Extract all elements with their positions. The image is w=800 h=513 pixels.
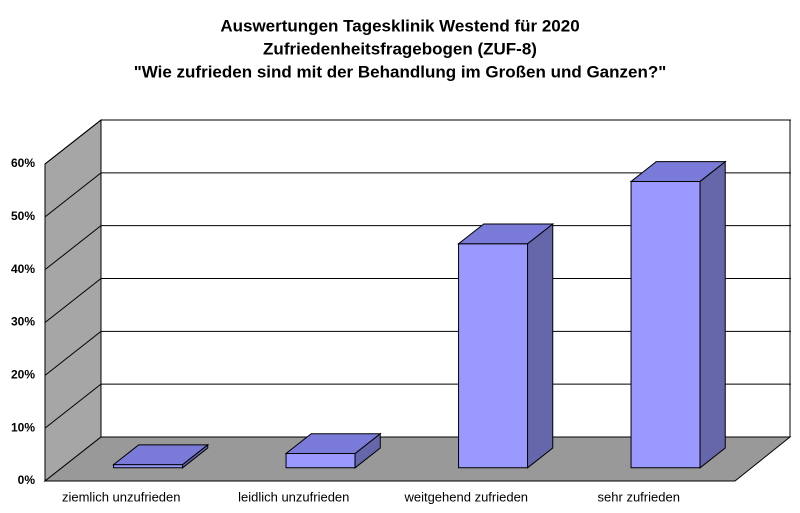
chart-title: Auswertungen Tagesklinik Westend für 202…: [220, 16, 579, 35]
y-tick-label: 50%: [11, 209, 35, 223]
bar-top: [629, 161, 727, 182]
x-tick-label: ziemlich unzufrieden: [62, 489, 181, 504]
y-tick-label: 20%: [11, 368, 35, 382]
bar-top: [457, 223, 555, 245]
grid-line-side: [44, 383, 102, 429]
grid-line-side: [44, 330, 102, 376]
y-tick-label: 40%: [11, 262, 35, 276]
y-tick-label: 60%: [11, 156, 35, 170]
bar-side: [527, 222, 554, 469]
grid-line: [44, 119, 791, 165]
bar: [284, 432, 382, 469]
x-tick-label: leidlich unzufrieden: [238, 489, 349, 504]
chart-title: Zufriedenheitsfragebogen (ZUF-8): [263, 39, 537, 58]
floor: [43, 436, 792, 482]
x-tick-label: sehr zufrieden: [598, 489, 680, 504]
bar-front: [285, 453, 356, 469]
y-tick-label: 0%: [18, 473, 36, 487]
bar-front: [630, 180, 701, 469]
bar: [457, 222, 555, 469]
grid-line-side: [44, 172, 102, 218]
x-tick-label: weitgehend zufrieden: [403, 489, 528, 504]
grid-line-side: [44, 278, 102, 323]
grid-line-side: [44, 225, 102, 271]
chart-title: "Wie zufrieden sind mit der Behandlung i…: [134, 62, 667, 81]
y-tick-label: 10%: [11, 420, 35, 434]
bar: [112, 443, 210, 469]
bar-front: [458, 243, 529, 469]
bar-top: [284, 433, 382, 455]
bar-side: [699, 160, 726, 469]
grid-line-side: [44, 119, 102, 165]
bar-top: [112, 444, 210, 466]
y-tick-label: 30%: [11, 315, 35, 329]
bar: [629, 160, 727, 469]
